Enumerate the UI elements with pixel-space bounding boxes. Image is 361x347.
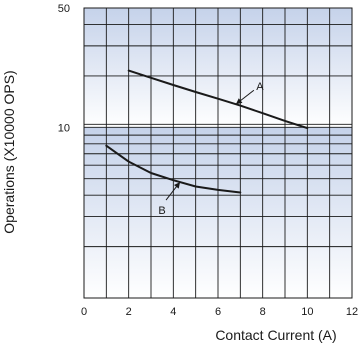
- x-tick-label: 6: [215, 306, 221, 318]
- y-axis-title: Operations (X10000 OPS): [1, 70, 17, 233]
- plot-border: [83, 7, 353, 299]
- x-tick-label: 4: [170, 306, 176, 318]
- annotation-layer: AB: [158, 81, 264, 217]
- x-tick-label: 8: [260, 306, 266, 318]
- series-line-a: [127, 69, 309, 130]
- x-axis-title: Contact Current (A): [215, 327, 336, 343]
- x-tick-label: 10: [301, 306, 313, 318]
- series-line-b: [105, 144, 242, 194]
- annotation-arrowhead: [173, 182, 181, 189]
- series-label-b: B: [158, 205, 165, 217]
- x-tick-label: 12: [346, 306, 358, 318]
- series-label-a: A: [256, 81, 264, 93]
- x-tick-label: 2: [126, 306, 132, 318]
- annotation-arrowhead: [235, 98, 243, 105]
- y-tick-label: 10: [58, 122, 70, 134]
- grid-lines: [83, 8, 353, 298]
- series-layer: [105, 69, 309, 194]
- tick-labels: 0 2 4 6 8 10 12 50 10: [58, 3, 358, 318]
- y-tick-label: 50: [58, 3, 70, 15]
- x-tick-label: 0: [81, 306, 87, 318]
